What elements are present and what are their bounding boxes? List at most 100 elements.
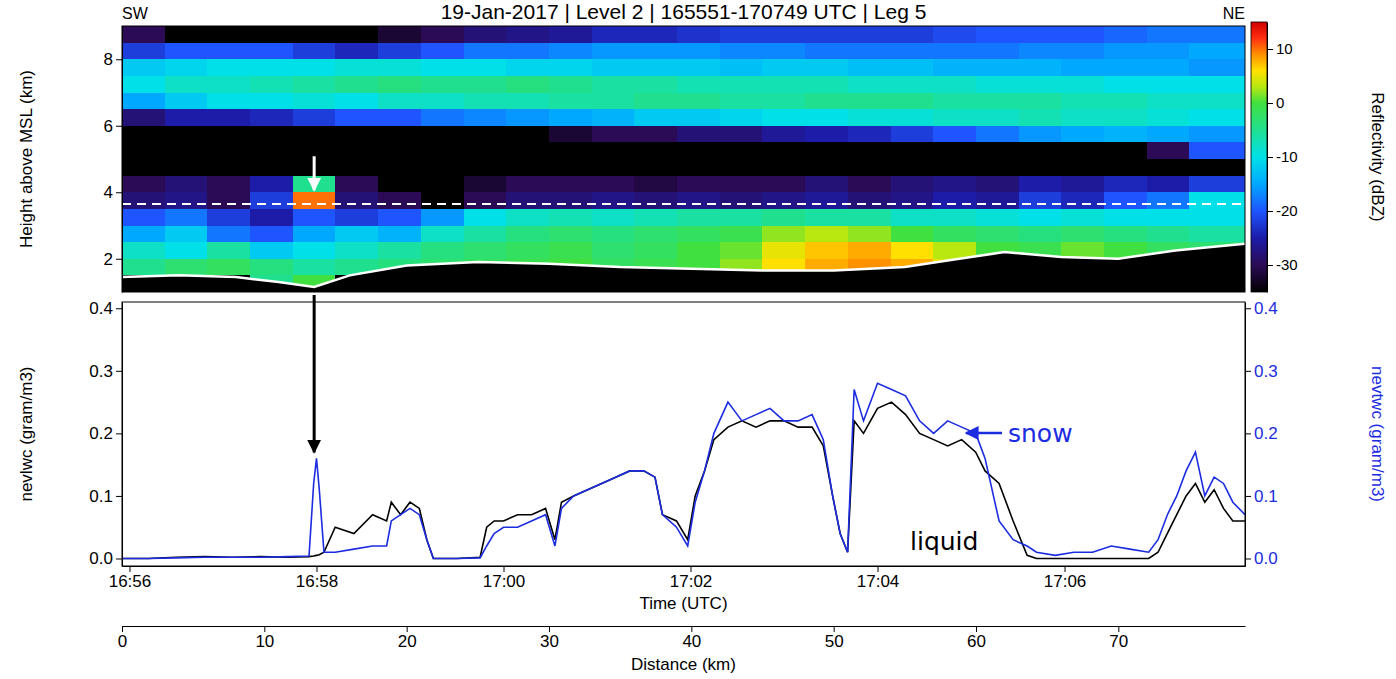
heat-cell <box>293 192 336 209</box>
heat-cell <box>805 176 848 193</box>
heat-cell <box>250 259 293 276</box>
tick-mark <box>116 259 122 260</box>
tick-label: -30 <box>1276 256 1298 273</box>
heat-cell <box>165 192 208 209</box>
tick: 17:04 <box>857 566 900 591</box>
heat-cell <box>1061 43 1104 60</box>
heat-cell <box>848 242 891 259</box>
heat-cell <box>592 126 635 143</box>
heat-cell <box>165 226 208 243</box>
heat-cell <box>891 226 934 243</box>
heat-cell <box>421 76 464 93</box>
heat-cell <box>335 242 378 259</box>
heat-cell <box>762 93 805 110</box>
heat-cell <box>464 59 507 76</box>
heat-cell <box>378 93 421 110</box>
heat-cell <box>250 226 293 243</box>
tick: -30 <box>1267 256 1298 273</box>
heat-cell <box>805 242 848 259</box>
heat-cell <box>933 126 976 143</box>
flight-level <box>122 203 1245 205</box>
heat-cell <box>1104 126 1147 143</box>
terrain-mask <box>122 244 1245 292</box>
heat-cell <box>293 209 336 226</box>
tick-mark <box>116 558 122 559</box>
heat-cell <box>976 176 1019 193</box>
axis-line <box>123 626 1246 627</box>
tick: 6 <box>104 117 122 136</box>
heat-cell <box>464 176 507 193</box>
heat-cell <box>1019 176 1062 193</box>
heat-cell <box>720 76 763 93</box>
heat-cell <box>549 93 592 110</box>
tick-label: 0.0 <box>1254 549 1278 568</box>
heat-cell <box>848 76 891 93</box>
plot-frame <box>122 302 1245 566</box>
heat-cell <box>122 176 165 193</box>
heat-cell <box>1104 226 1147 243</box>
radar-plot <box>122 26 1245 292</box>
heat-cell <box>250 43 293 60</box>
heat-cell <box>421 209 464 226</box>
tick-label: 0.1 <box>1254 487 1278 506</box>
tick-mark <box>1245 371 1251 372</box>
heat-cell <box>165 93 208 110</box>
heat-cell <box>122 242 165 259</box>
tick: 0.2 <box>89 424 122 443</box>
heat-cell <box>1147 109 1190 126</box>
heat-cell <box>1104 109 1147 126</box>
heat-cell <box>1061 226 1104 243</box>
heat-cell <box>378 59 421 76</box>
heat-cell <box>207 43 250 60</box>
heat-cell <box>1147 126 1190 143</box>
heat-cell <box>891 209 934 226</box>
heat-cell <box>805 109 848 126</box>
tick: 30 <box>540 626 559 651</box>
tick-mark <box>116 496 122 497</box>
tick: -20 <box>1267 202 1298 219</box>
x-axis-title: Time (UTC) <box>639 594 727 613</box>
heat-cell <box>592 93 635 110</box>
heat-cell <box>378 192 421 209</box>
y2-axis: 0.00.10.20.30.4 <box>1245 299 1278 568</box>
heat-cell <box>506 26 549 43</box>
heat-cell <box>335 93 378 110</box>
heat-cell <box>1147 176 1190 193</box>
figure: 19-Jan-2017 | Level 2 | 165551-170749 UT… <box>0 0 1396 679</box>
heat-cell <box>207 176 250 193</box>
heat-cell <box>464 226 507 243</box>
colorbar-title: Reflectivity (dBZ) <box>1368 92 1387 221</box>
tick-mark <box>116 371 122 372</box>
heat-cell <box>762 109 805 126</box>
tick: 2 <box>104 250 122 269</box>
heat-cell <box>634 209 677 226</box>
heat-cell <box>122 209 165 226</box>
heat-cell <box>165 43 208 60</box>
heat-cell <box>165 76 208 93</box>
heat-cell <box>720 192 763 209</box>
tick-label: 0 <box>118 632 127 651</box>
heat-cell <box>207 259 250 276</box>
direction-label: NE <box>1223 5 1245 22</box>
heat-cell <box>1147 192 1190 209</box>
heat-cell <box>634 192 677 209</box>
heat-cell <box>1189 43 1245 60</box>
heat-cell <box>421 43 464 60</box>
heat-cell <box>976 26 1019 43</box>
heat-cell <box>378 43 421 60</box>
y2-axis-title: nevtwc (gram/m3) <box>1368 366 1387 502</box>
heat-cell <box>677 176 720 193</box>
heat-cell <box>549 226 592 243</box>
heat-cell <box>592 226 635 243</box>
heat-cell <box>122 226 165 243</box>
heat-cell <box>293 59 336 76</box>
tick-mark <box>1267 103 1273 104</box>
heat-cell <box>1189 93 1245 110</box>
heat-cell <box>762 176 805 193</box>
heat-cell <box>720 59 763 76</box>
heat-cell <box>805 93 848 110</box>
heat-cell <box>634 76 677 93</box>
heat-cell <box>891 242 934 259</box>
heat-cell <box>421 59 464 76</box>
heat-cell <box>720 226 763 243</box>
